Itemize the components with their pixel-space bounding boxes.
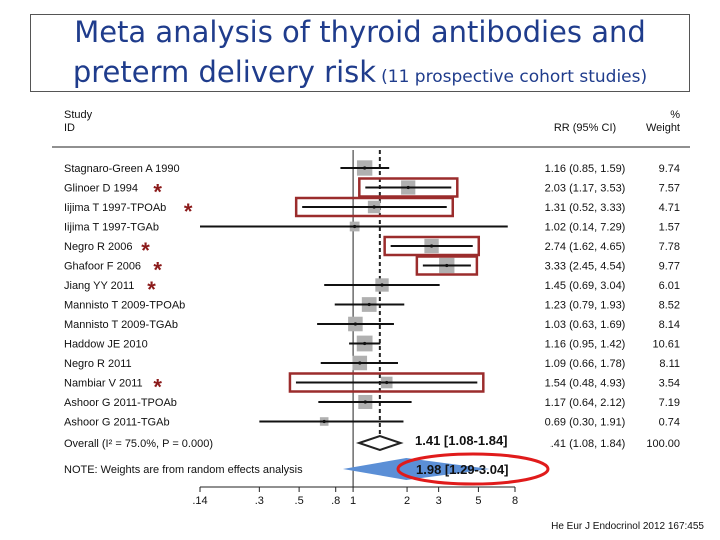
study-ci-text: 1.54 (0.48, 4.93) — [545, 378, 626, 390]
subset-annotation: 1.98 [1.29-3.04] — [416, 462, 509, 477]
asterisk-marker: * — [141, 238, 150, 263]
study-point — [385, 381, 388, 384]
study-point — [323, 420, 326, 423]
study-label: Negro R 2011 — [64, 358, 132, 370]
study-label: Stagnaro-Green A 1990 — [64, 163, 180, 175]
x-axis-tick-label: 3 — [436, 495, 442, 507]
study-point — [363, 342, 366, 345]
study-weight: 9.77 — [659, 261, 680, 273]
study-ci-text: 1.45 (0.69, 3.04) — [545, 280, 626, 292]
study-label: Glinoer D 1994 — [64, 183, 138, 195]
asterisk-marker: * — [153, 180, 162, 205]
study-point — [380, 283, 383, 286]
asterisk-marker: * — [184, 199, 193, 224]
x-axis-tick-label: .5 — [295, 495, 304, 507]
study-ci-text: 1.16 (0.95, 1.42) — [545, 339, 626, 351]
header-weight-pct: % — [670, 109, 680, 121]
x-axis-tick-label: 1 — [350, 495, 356, 507]
study-label: Nambiar V 2011 — [64, 378, 143, 390]
x-axis-tick-label: .14 — [192, 495, 207, 507]
study-point — [430, 244, 433, 247]
x-axis-tick-label: 8 — [512, 495, 518, 507]
x-axis-tick-label: 2 — [404, 495, 410, 507]
study-weight: 7.19 — [659, 397, 680, 409]
study-label: Mannisto T 2009-TGAb — [64, 319, 178, 331]
overall-label: Overall (I² = 75.0%, P = 0.000) — [64, 438, 213, 450]
study-weight: 7.78 — [659, 241, 680, 253]
study-weight: 10.61 — [652, 339, 680, 351]
study-point — [353, 225, 356, 228]
study-weight: 8.11 — [659, 358, 680, 370]
note-text: NOTE: Weights are from random effects an… — [64, 464, 303, 476]
study-point — [373, 205, 376, 208]
overall-diamond — [359, 436, 400, 450]
header-rr-ci: RR (95% CI) — [554, 122, 616, 134]
study-label: Iijima T 1997-TPOAb — [64, 202, 166, 214]
study-ci-text: 1.09 (0.66, 1.78) — [545, 358, 626, 370]
study-ci-text: 1.17 (0.64, 2.12) — [545, 397, 626, 409]
study-weight: 4.71 — [659, 202, 680, 214]
study-ci-text: 1.31 (0.52, 3.33) — [545, 202, 626, 214]
asterisk-marker: * — [153, 375, 162, 400]
study-label: Iijima T 1997-TGAb — [64, 222, 159, 234]
x-axis-tick-label: .8 — [331, 495, 340, 507]
study-label: Ashoor G 2011-TGAb — [64, 417, 170, 429]
study-weight: 3.54 — [659, 378, 680, 390]
overall-annotation: 1.41 [1.08-1.84] — [415, 433, 508, 448]
study-ci-text: 3.33 (2.45, 4.54) — [545, 261, 626, 273]
study-label: Negro R 2006 — [64, 241, 133, 253]
study-label: Jiang YY 2011 — [64, 280, 134, 292]
header-study: Study — [64, 109, 93, 121]
study-point — [363, 166, 366, 169]
study-point — [407, 186, 410, 189]
x-axis-tick-label: 5 — [475, 495, 481, 507]
study-weight: 1.57 — [659, 222, 680, 234]
study-ci-text: 1.02 (0.14, 7.29) — [545, 222, 626, 234]
study-weight: 8.14 — [659, 319, 680, 331]
overall-ci-text: 1.41 (1.08, 1.84) — [545, 438, 626, 450]
study-point — [358, 361, 361, 364]
study-weight: 0.74 — [659, 417, 680, 429]
overall-weight: 100.00 — [646, 438, 680, 450]
study-weight: 8.52 — [659, 300, 680, 312]
x-axis-tick-label: .3 — [255, 495, 264, 507]
study-point — [354, 322, 357, 325]
asterisk-marker: * — [147, 277, 156, 302]
header-id: ID — [64, 122, 75, 134]
study-ci-text: 1.16 (0.85, 1.59) — [545, 163, 626, 175]
study-ci-text: 2.74 (1.62, 4.65) — [545, 241, 626, 253]
study-label: Ashoor G 2011-TPOAb — [64, 397, 177, 409]
study-point — [364, 400, 367, 403]
header-weight: Weight — [646, 122, 680, 134]
study-label: Ghafoor F 2006 — [64, 261, 141, 273]
study-label: Haddow JE 2010 — [64, 339, 148, 351]
study-ci-text: 1.23 (0.79, 1.93) — [545, 300, 626, 312]
forest-plot: StudyID RR (95% CI)%Weight Stagnaro-Green … — [0, 0, 720, 540]
study-point — [445, 264, 448, 267]
study-weight: 9.74 — [659, 163, 680, 175]
study-weight: 6.01 — [659, 280, 680, 292]
study-ci-text: 0.69 (0.30, 1.91) — [545, 417, 626, 429]
study-ci-text: 2.03 (1.17, 3.53) — [545, 183, 626, 195]
study-ci-text: 1.03 (0.63, 1.69) — [545, 319, 626, 331]
study-weight: 7.57 — [659, 183, 680, 195]
citation: He Eur J Endocrinol 2012 167:455 — [551, 521, 704, 532]
study-label: Mannisto T 2009-TPOAb — [64, 300, 185, 312]
study-point — [368, 303, 371, 306]
